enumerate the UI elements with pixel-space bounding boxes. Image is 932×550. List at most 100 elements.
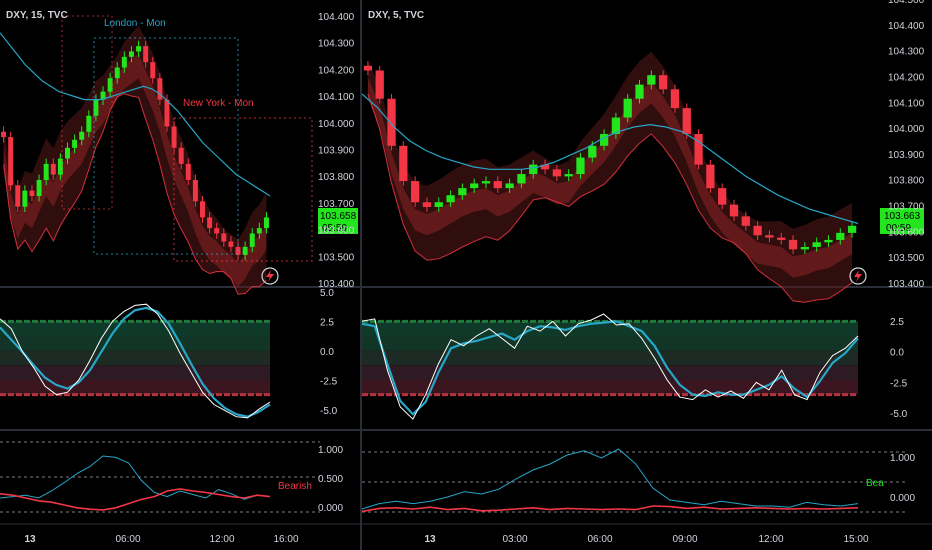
lower-line-a	[361, 448, 859, 510]
candle-body	[114, 67, 120, 79]
left-time-label: 16:00	[273, 534, 298, 545]
left-lower-label: 1.000	[318, 445, 343, 456]
candle-body	[599, 134, 609, 146]
left-countdown: 05:59	[322, 223, 347, 234]
candle-body	[481, 181, 491, 184]
candle-body	[121, 56, 127, 68]
right-osc-label: -2.5	[890, 378, 908, 389]
right-symbol[interactable]: DXY, 5, TVC	[368, 10, 424, 21]
candle-body	[788, 239, 798, 250]
left-symbol[interactable]: DXY, 15, TVC	[6, 10, 68, 21]
candle-body	[824, 239, 833, 243]
left-price-label: 104.100	[318, 92, 355, 103]
candle-body	[446, 195, 455, 203]
left-lower-label: 0.000	[318, 503, 343, 514]
london-session-label: London - Mon	[104, 18, 166, 29]
inner-band	[3, 54, 267, 287]
candle-body	[552, 169, 561, 177]
oscillator-band	[0, 321, 270, 336]
candle-body	[493, 181, 502, 189]
candle-body	[8, 137, 14, 186]
candle-body	[588, 145, 597, 158]
right-price-label: 104.000	[888, 124, 925, 135]
candle-body	[128, 51, 134, 57]
candle-body	[86, 115, 92, 132]
right-price-label: 104.500	[888, 0, 925, 6]
candle-body	[458, 188, 467, 196]
candle-body	[777, 237, 786, 240]
oscillator-band	[0, 365, 270, 380]
candle-body	[647, 75, 656, 85]
candle-body	[375, 70, 384, 99]
candle-body	[670, 89, 680, 109]
candle-body	[1, 131, 7, 138]
oscillator-band	[362, 321, 858, 336]
right-osc-label: 0.0	[890, 348, 904, 359]
candle-body	[399, 145, 408, 182]
candle-body	[178, 147, 184, 164]
left-price-label: 104.300	[318, 39, 355, 50]
candle-body	[387, 98, 396, 146]
oscillator-signal-line	[0, 306, 271, 418]
candle-body	[150, 62, 156, 79]
candle-body	[659, 75, 668, 90]
candle-body	[505, 183, 514, 189]
right-lower-label: 0.000	[890, 493, 915, 504]
lightning-icon[interactable]	[261, 267, 279, 285]
left-price-label: 103.700	[318, 199, 355, 210]
right-price-label: 103.400	[888, 279, 925, 290]
left-osc-label: 0.0	[320, 347, 334, 358]
candle-body	[718, 188, 727, 205]
candle-body	[185, 163, 191, 180]
right-price-tag	[880, 208, 924, 234]
newyork-session-box	[173, 117, 313, 262]
candle-body	[411, 181, 420, 203]
candle-body	[65, 147, 70, 159]
right-time-label: 06:00	[587, 534, 612, 545]
candle-body	[221, 233, 227, 242]
moving-average-line	[361, 93, 859, 225]
left-price-label: 104.000	[318, 119, 355, 130]
left-price-tag	[318, 208, 358, 234]
oscillator-fast-line	[361, 313, 859, 420]
left-price-label: 103.600	[318, 226, 355, 237]
candle-body	[517, 174, 526, 184]
candle-body	[15, 185, 21, 207]
candle-body	[36, 179, 42, 196]
lightning-icon[interactable]	[849, 267, 867, 285]
right-last-price: 103.663	[884, 211, 921, 222]
candle-body	[171, 126, 177, 148]
right-countdown: 00:59	[886, 223, 911, 234]
right-price-label: 104.400	[888, 21, 925, 32]
oscillator-fast-line	[0, 303, 271, 419]
envelope-lower-line	[367, 93, 853, 303]
right-osc-label: -5.0	[890, 409, 908, 420]
candle-body	[100, 91, 106, 100]
right-price-label: 104.100	[888, 98, 925, 109]
moving-average-line	[0, 32, 271, 197]
left-price-label: 103.400	[318, 279, 355, 290]
left-osc-label: 2.5	[320, 318, 334, 329]
candle-body	[249, 233, 255, 247]
candle-body	[50, 163, 56, 175]
right-time-label: 09:00	[672, 534, 697, 545]
right-time-label: 03:00	[502, 534, 527, 545]
lower-line-b	[0, 488, 271, 511]
left-price-label: 103.500	[318, 252, 355, 263]
candle-body	[576, 157, 585, 175]
oscillator-band	[362, 350, 858, 366]
asia-session-box	[61, 15, 113, 210]
lower-line-a	[0, 455, 271, 500]
newyork-session-label: New York - Mon	[183, 98, 254, 109]
candle-body	[422, 202, 432, 207]
right-price-label: 103.800	[888, 176, 925, 187]
candle-body	[143, 46, 149, 63]
candle-body	[470, 183, 479, 189]
candle-body	[79, 131, 85, 140]
candle-body	[694, 134, 703, 165]
left-price-label: 103.900	[318, 146, 355, 157]
right-price-label: 104.200	[888, 72, 925, 83]
candle-body	[753, 225, 762, 236]
candle-body	[72, 139, 78, 148]
